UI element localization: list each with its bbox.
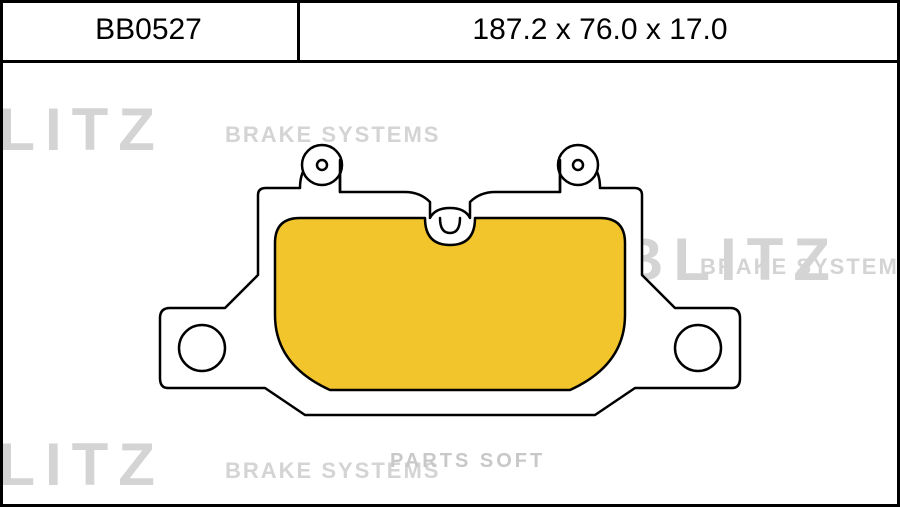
mounting-hole-right [675, 325, 721, 371]
header-row: BB0527 187.2 x 76.0 x 17.0 [0, 0, 900, 63]
dimensions-text: 187.2 x 76.0 x 17.0 [472, 13, 727, 47]
sensor-ring-right [558, 145, 598, 185]
pad-center-notch [440, 218, 460, 233]
sensor-ring-left [302, 145, 342, 185]
part-number-cell: BB0527 [0, 0, 300, 60]
friction-pad [275, 218, 625, 390]
brake-pad-svg [0, 60, 900, 507]
mounting-hole-left [179, 325, 225, 371]
brake-pad-drawing [0, 60, 900, 507]
diagram-frame: BB0527 187.2 x 76.0 x 17.0 BLITZ BRAKE S… [0, 0, 900, 507]
part-number-text: BB0527 [95, 13, 202, 47]
dimensions-cell: 187.2 x 76.0 x 17.0 [300, 0, 900, 60]
